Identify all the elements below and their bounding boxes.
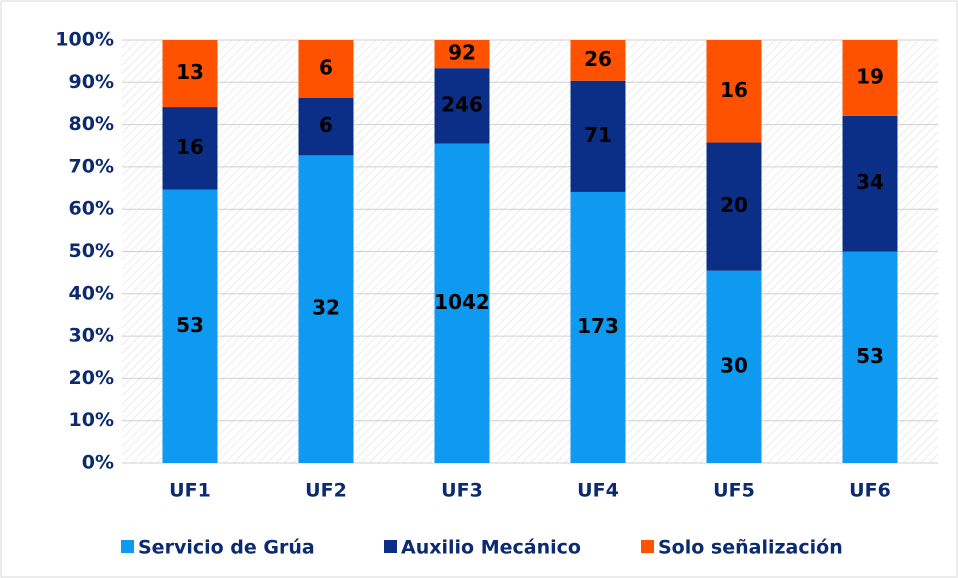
data-label: 6 xyxy=(319,113,333,137)
data-label: 1042 xyxy=(434,290,490,314)
legend-label: Solo señalización xyxy=(658,537,843,559)
y-tick-label: 40% xyxy=(69,282,114,304)
bar-segment xyxy=(842,251,898,463)
bar-segment xyxy=(162,189,218,463)
bar-segment xyxy=(570,80,626,192)
data-label: 173 xyxy=(577,314,619,338)
y-tick-label: 20% xyxy=(69,367,114,389)
bar-segment xyxy=(162,107,218,190)
bar-segment xyxy=(434,40,490,69)
legend-swatch xyxy=(121,540,134,553)
bar-segment xyxy=(298,97,354,156)
data-label: 19 xyxy=(856,64,884,88)
data-label: 30 xyxy=(720,353,748,377)
bar-segment xyxy=(706,270,762,463)
bar-segment xyxy=(570,191,626,463)
bar-segment xyxy=(842,115,898,252)
x-tick-label: UF2 xyxy=(305,480,347,502)
data-label: 71 xyxy=(584,123,612,147)
x-tick-label: UF4 xyxy=(577,480,619,502)
bar-segment xyxy=(298,40,354,98)
y-tick-label: 0% xyxy=(82,452,114,474)
bar-segment xyxy=(706,40,762,143)
y-tick-label: 100% xyxy=(55,29,114,51)
data-label: 16 xyxy=(720,78,748,102)
y-tick-label: 10% xyxy=(69,409,114,431)
bar-segment xyxy=(434,143,490,463)
y-tick-label: 70% xyxy=(69,155,114,177)
y-tick-label: 90% xyxy=(69,71,114,93)
data-label: 13 xyxy=(176,60,204,84)
data-label: 246 xyxy=(441,92,483,116)
y-tick-label: 30% xyxy=(69,325,114,347)
y-tick-label: 60% xyxy=(69,198,114,220)
bar-segment xyxy=(842,40,898,116)
data-label: 32 xyxy=(312,296,340,320)
x-tick-label: UF5 xyxy=(713,480,755,502)
y-tick-label: 50% xyxy=(69,240,114,262)
data-label: 6 xyxy=(319,55,333,79)
x-tick-label: UF1 xyxy=(169,480,211,502)
x-tick-label: UF3 xyxy=(441,480,483,502)
data-label: 53 xyxy=(856,344,884,368)
bar-segment xyxy=(570,40,626,81)
data-label: 92 xyxy=(448,41,476,65)
data-label: 26 xyxy=(584,47,612,71)
data-label: 34 xyxy=(856,170,884,194)
bar-segment xyxy=(162,40,218,108)
bar-segment xyxy=(298,155,354,463)
data-label: 16 xyxy=(176,135,204,159)
x-tick-label: UF6 xyxy=(849,480,891,502)
legend-swatch xyxy=(384,540,397,553)
bar-segment xyxy=(434,68,490,144)
data-label: 53 xyxy=(176,313,204,337)
data-label: 20 xyxy=(720,193,748,217)
bar-segment xyxy=(706,142,762,271)
legend-swatch xyxy=(641,540,654,553)
legend-label: Servicio de Grúa xyxy=(138,537,315,559)
legend-label: Auxilio Mecánico xyxy=(401,537,581,559)
y-tick-label: 80% xyxy=(69,113,114,135)
